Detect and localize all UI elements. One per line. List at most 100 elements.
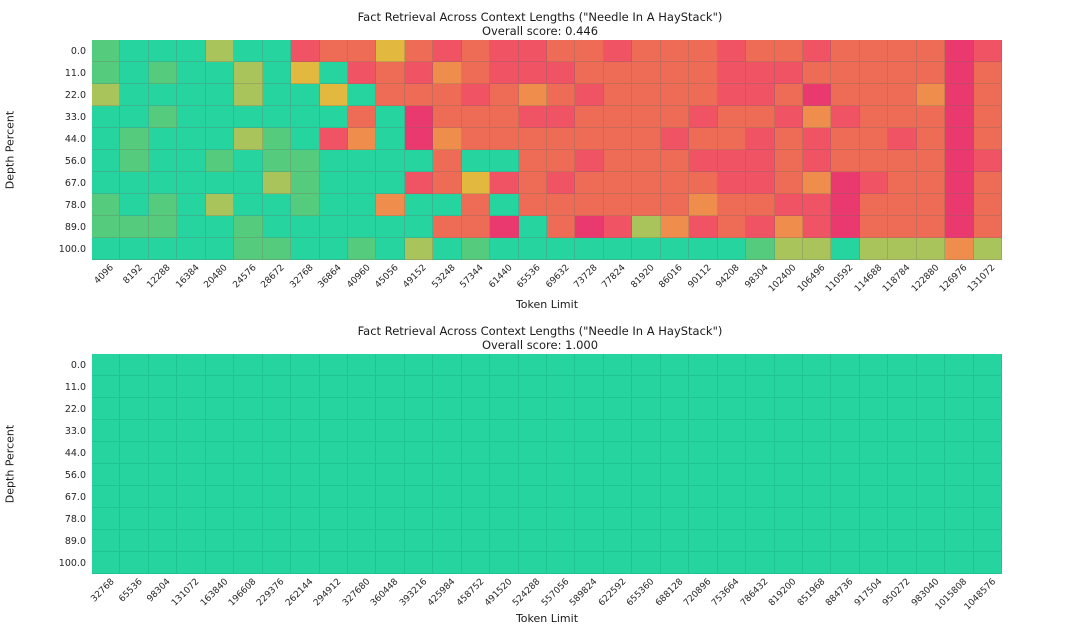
heatmap-cell bbox=[916, 150, 946, 172]
heatmap-cell bbox=[120, 398, 149, 420]
heatmap-cell bbox=[660, 464, 690, 486]
heatmap-chart-bottom: Fact Retrieval Across Context Lengths ("… bbox=[0, 324, 1080, 626]
heatmap-cell bbox=[291, 442, 320, 464]
heatmap-cell bbox=[916, 486, 946, 508]
x-tick-label: 69632 bbox=[543, 263, 572, 291]
heatmap-cell bbox=[347, 530, 377, 552]
heatmap-cell bbox=[291, 552, 320, 574]
heatmap-cell bbox=[945, 238, 974, 260]
heatmap-cell bbox=[945, 150, 974, 172]
heatmap-cell bbox=[291, 486, 320, 508]
heatmap-cell bbox=[774, 106, 803, 128]
heatmap-cell bbox=[603, 216, 633, 238]
heatmap-cell bbox=[376, 420, 405, 442]
x-tick-label: 655360 bbox=[625, 577, 657, 609]
heatmap-cell bbox=[92, 62, 121, 84]
heatmap-cell bbox=[433, 508, 462, 530]
heatmap-cell bbox=[945, 552, 974, 574]
x-tick-label: 73728 bbox=[572, 263, 600, 291]
x-tick-label: 8192 bbox=[121, 263, 145, 287]
heatmap-cell bbox=[490, 354, 519, 376]
x-tick-label: 753664 bbox=[710, 577, 742, 609]
heatmap-cell bbox=[689, 442, 718, 464]
heatmap-cell bbox=[859, 376, 889, 398]
heatmap-cell bbox=[859, 150, 889, 172]
heatmap-cell bbox=[461, 354, 491, 376]
heatmap-cell bbox=[973, 150, 1002, 172]
x-tick-label: 49152 bbox=[401, 263, 430, 291]
heatmap-cell bbox=[774, 84, 803, 106]
heatmap-chart-top: Fact Retrieval Across Context Lengths ("… bbox=[0, 10, 1080, 312]
heatmap-cell bbox=[376, 172, 405, 194]
heatmap-cell bbox=[774, 62, 803, 84]
heatmap-cell bbox=[319, 216, 348, 238]
heatmap-cell bbox=[831, 194, 860, 216]
x-tick-label: 102400 bbox=[767, 263, 799, 295]
heatmap-cell bbox=[689, 84, 718, 106]
heatmap-cell bbox=[973, 442, 1002, 464]
heatmap-cell bbox=[177, 172, 206, 194]
heatmap-cell bbox=[547, 508, 576, 530]
heatmap-cell bbox=[120, 442, 149, 464]
heatmap-cell bbox=[717, 508, 747, 530]
heatmap-cell bbox=[831, 40, 860, 62]
heatmap-cell bbox=[802, 464, 832, 486]
heatmap-cell bbox=[746, 172, 775, 194]
heatmap-cell bbox=[490, 172, 519, 194]
heatmap-cell bbox=[717, 238, 747, 260]
heatmap-cell bbox=[632, 194, 661, 216]
x-tick-label: 122880 bbox=[909, 263, 941, 295]
heatmap-cell bbox=[802, 486, 832, 508]
heatmap-cell bbox=[945, 464, 974, 486]
heatmap-cell bbox=[404, 420, 434, 442]
heatmap-cell bbox=[831, 376, 860, 398]
heatmap-cell bbox=[490, 128, 519, 150]
y-tick-labels: 0.0 11.0 22.0 33.0 44.0 56.0 67.0 78.0 89.0 100.0 bbox=[20, 354, 92, 574]
heatmap-cell bbox=[376, 84, 405, 106]
x-tick-label: 86016 bbox=[657, 263, 686, 291]
heatmap-cell bbox=[746, 508, 775, 530]
heatmap-cell bbox=[746, 216, 775, 238]
heatmap-cell bbox=[404, 84, 434, 106]
heatmap-cell bbox=[689, 238, 718, 260]
heatmap-cell bbox=[916, 194, 946, 216]
heatmap-cell bbox=[404, 530, 434, 552]
heatmap-cell bbox=[92, 464, 121, 486]
heatmap-cell bbox=[234, 128, 263, 150]
heatmap-cell bbox=[347, 238, 377, 260]
heatmap-cell bbox=[234, 508, 263, 530]
heatmap-cell bbox=[291, 106, 320, 128]
heatmap-cell bbox=[916, 398, 946, 420]
chart-subtitle-overall-score: Overall score: 0.446 bbox=[481, 24, 599, 38]
heatmap-cell bbox=[433, 172, 462, 194]
heatmap-cell bbox=[888, 552, 917, 574]
heatmap-cell bbox=[518, 530, 547, 552]
x-tick-label: 262144 bbox=[284, 577, 316, 609]
heatmap-cell bbox=[916, 84, 946, 106]
x-tick-label: 53248 bbox=[430, 263, 458, 291]
heatmap-cell bbox=[660, 150, 690, 172]
heatmap-cell bbox=[916, 216, 946, 238]
heatmap-cell bbox=[632, 216, 661, 238]
heatmap-cell bbox=[888, 442, 917, 464]
heatmap-cell bbox=[831, 442, 860, 464]
heatmap-cell bbox=[831, 128, 860, 150]
heatmap-cell bbox=[92, 530, 121, 552]
heatmap-cell bbox=[148, 508, 178, 530]
heatmap-cell bbox=[802, 62, 832, 84]
heatmap-cell bbox=[575, 486, 604, 508]
heatmap-cell bbox=[262, 508, 292, 530]
heatmap-cell bbox=[205, 150, 235, 172]
x-tick-label: 950272 bbox=[881, 577, 913, 609]
heatmap-cell bbox=[632, 508, 661, 530]
heatmap-cell bbox=[291, 354, 320, 376]
heatmap-cell bbox=[376, 376, 405, 398]
heatmap-cell bbox=[603, 194, 633, 216]
y-tick-label: 78.0 bbox=[64, 199, 86, 211]
heatmap-cell bbox=[802, 40, 832, 62]
heatmap-cell bbox=[433, 486, 462, 508]
heatmap-cell bbox=[575, 354, 604, 376]
heatmap-cell bbox=[148, 354, 178, 376]
x-tick-label: 20480 bbox=[202, 263, 231, 291]
heatmap-cell bbox=[518, 150, 547, 172]
